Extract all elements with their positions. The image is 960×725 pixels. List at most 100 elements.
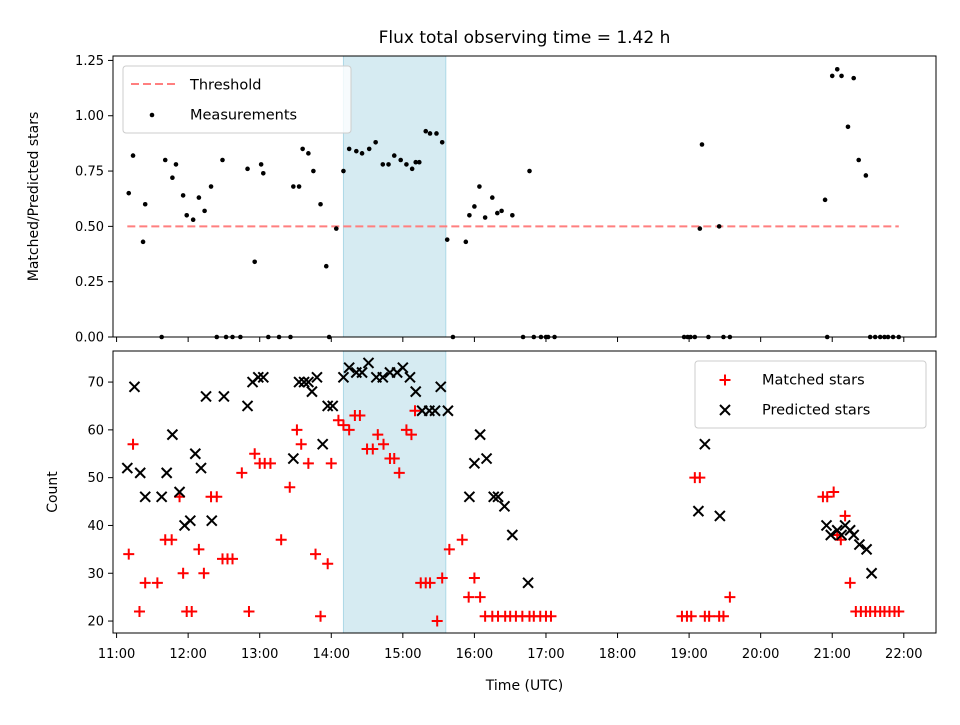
measurement-point [472, 204, 477, 209]
matched-star-marker [378, 438, 390, 450]
matched-star-marker [227, 553, 239, 565]
matched-star-marker [828, 486, 840, 498]
ratio-ytick-label: 1.25 [75, 54, 104, 69]
measurement-point [306, 151, 311, 156]
predicted-star-marker [435, 381, 447, 393]
measurement-point [173, 162, 179, 167]
matched-star-marker [249, 448, 261, 460]
predicted-star-marker [184, 514, 196, 527]
measurement-point [373, 139, 378, 145]
predicted-star-marker [189, 448, 202, 460]
predicted-star-marker [343, 362, 355, 374]
predicted-star-marker [287, 452, 300, 465]
count-xtick-label: 13:00 [241, 647, 278, 662]
predicted-star-marker [865, 567, 878, 579]
count-xtick-label: 22:00 [885, 647, 922, 662]
matched-star-marker [186, 605, 198, 617]
predicted-star-marker [492, 491, 504, 503]
measurement-point [142, 201, 148, 207]
matched-star-marker [468, 572, 480, 584]
legend-measurements-swatch [149, 112, 155, 118]
predicted-star-marker [362, 357, 375, 369]
matched-star-marker [724, 591, 736, 603]
matched-star-marker [400, 424, 412, 436]
measurement-point [391, 153, 397, 158]
matched-star-marker [193, 543, 205, 555]
predicted-star-marker [257, 371, 269, 383]
measurement-point [202, 208, 207, 214]
matched-star-marker [264, 457, 276, 469]
measurement-point [252, 259, 257, 265]
predicted-star-marker [468, 457, 481, 470]
predicted-star-marker [316, 438, 329, 450]
predicted-star-marker [480, 452, 493, 465]
legend-predicted-swatch [719, 404, 731, 416]
count-ytick-label: 30 [87, 567, 104, 582]
predicted-star-marker [377, 371, 389, 383]
predicted-star-marker [404, 371, 416, 383]
predicted-star-marker [326, 400, 339, 412]
measurement-point [427, 131, 433, 136]
measurement-point [333, 226, 339, 231]
matched-star-marker [177, 567, 189, 579]
matched-star-marker [431, 615, 443, 627]
ratio-shaded-span [342, 55, 447, 338]
matched-star-marker [166, 534, 178, 546]
measurement-point [318, 201, 323, 207]
count-panel: 20 30 40 50 60 70 11:00 12:00 13:00 14:00 15:00 16:… [45, 350, 937, 694]
measurement-point [311, 168, 316, 174]
measurement-point [510, 213, 515, 218]
ratio-legend-box [122, 65, 352, 134]
predicted-star-marker [155, 491, 168, 503]
count-ytick-label: 40 [87, 519, 104, 534]
predicted-star-marker [835, 529, 848, 541]
legend-matched-swatch [719, 374, 731, 386]
matched-star-marker [703, 610, 715, 622]
matched-star-marker [463, 591, 475, 603]
measurement-point [863, 173, 869, 178]
matched-star-marker [291, 424, 303, 436]
measurement-point [829, 73, 835, 79]
measurement-point [208, 184, 214, 189]
predicted-star-marker [847, 529, 860, 541]
measurement-point [444, 237, 450, 242]
measurement-point [409, 166, 415, 172]
predicted-star-marker [311, 371, 323, 383]
matched-star-marker [322, 558, 334, 570]
measurement-point [380, 162, 386, 167]
matched-star-marker [302, 457, 314, 469]
measurement-point [416, 159, 422, 165]
measurement-point [439, 139, 445, 145]
predicted-star-marker [356, 366, 368, 379]
predicted-star-marker [474, 428, 486, 441]
matched-star-marker [409, 405, 421, 417]
measurement-point [296, 184, 302, 189]
matched-star-marker [694, 472, 706, 484]
count-xtick-label: 15:00 [384, 647, 421, 662]
matched-star-marker [424, 577, 436, 589]
measurement-point [300, 146, 305, 152]
measurement-point [716, 224, 722, 229]
predicted-star-marker [498, 500, 511, 513]
matched-star-marker [388, 453, 400, 465]
measurement-point [404, 162, 409, 167]
predicted-star-marker [218, 390, 230, 403]
measurement-point [398, 157, 403, 163]
measurement-point [839, 73, 844, 79]
matched-star-marker [545, 610, 557, 622]
matched-star-marker [275, 534, 287, 546]
predicted-star-marker [139, 491, 151, 503]
count-xtick-label: 20:00 [742, 647, 779, 662]
measurement-point [245, 166, 250, 172]
measurement-point [822, 197, 828, 203]
matched-star-marker [685, 610, 697, 622]
matched-star-marker [393, 467, 405, 479]
predicted-star-marker [252, 371, 264, 383]
predicted-star-marker [173, 486, 186, 498]
measurement-point [140, 239, 146, 245]
count-ylabel: Count [45, 471, 61, 513]
matched-star-marker [821, 491, 833, 503]
count-axis-ticks: 20 30 40 50 60 70 11:00 12:00 13:00 14:00 15:00 16:… [87, 376, 922, 662]
measurement-point [856, 157, 862, 163]
